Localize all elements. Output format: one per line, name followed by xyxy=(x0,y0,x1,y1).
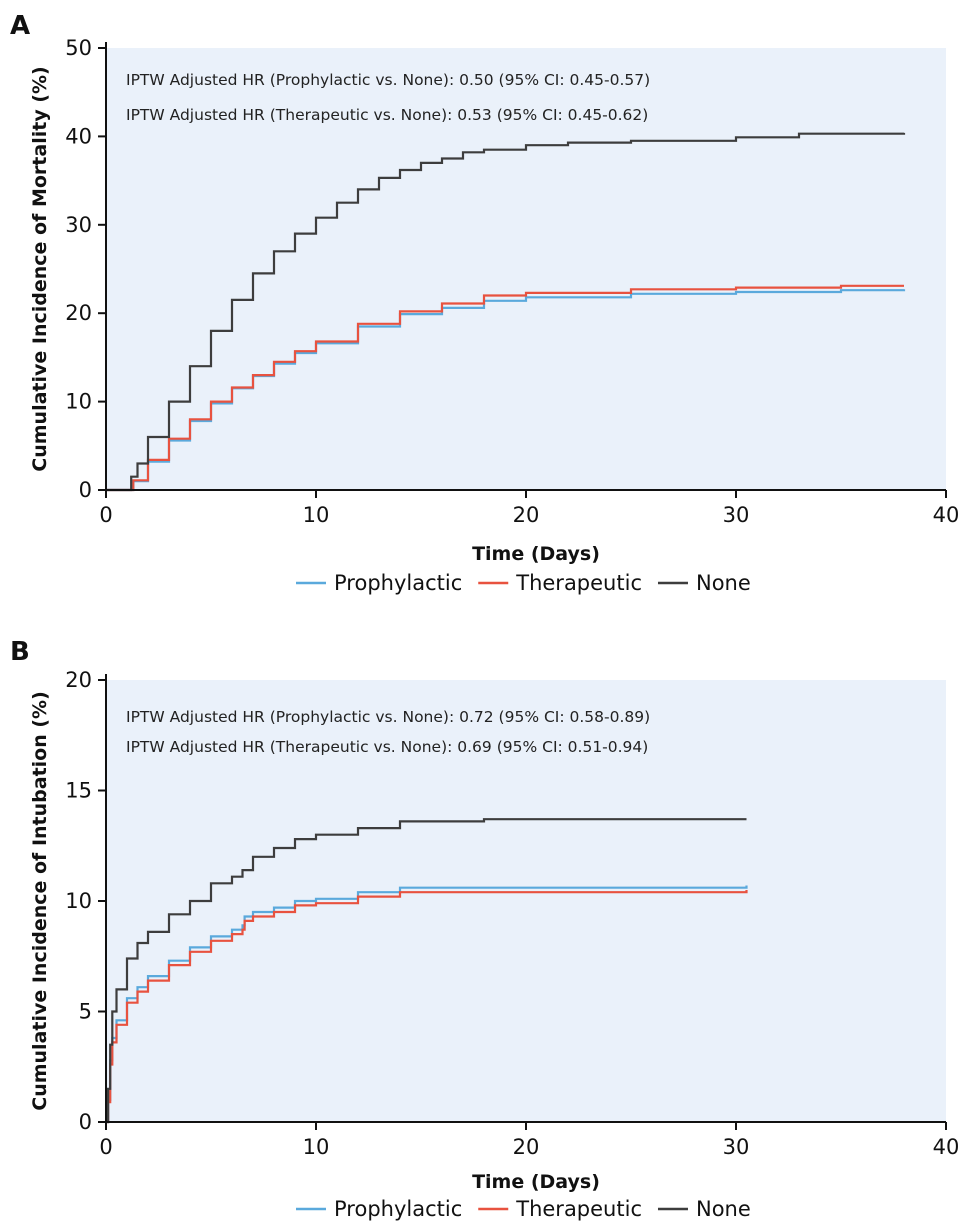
plot-area-b xyxy=(106,680,946,1122)
x-tick-label: 0 xyxy=(99,503,112,527)
hr-annotation-prophylactic-b: IPTW Adjusted HR (Prophylactic vs. None)… xyxy=(126,708,650,726)
series-line-therapeutic-b xyxy=(106,890,748,1124)
panel-a: A 0 10 20 30 40 0 10 20 30 40 50 IPTW Adjusted HR … xyxy=(10,11,958,595)
legend-label-prophylactic: Prophylactic xyxy=(334,571,462,595)
hr-annotation-therapeutic-a: IPTW Adjusted HR (Therapeutic vs. None):… xyxy=(126,106,648,124)
legend-label-therapeutic: Therapeutic xyxy=(515,571,642,595)
legend-label-none: None xyxy=(696,571,751,595)
panel-letter-a: A xyxy=(10,11,30,41)
y-tick-label: 5 xyxy=(79,1000,92,1024)
y-tick-label: 15 xyxy=(65,779,92,803)
y-tick-label: 50 xyxy=(65,36,92,60)
x-tick-label: 20 xyxy=(513,503,540,527)
y-tick-label: 20 xyxy=(65,668,92,692)
hr-annotation-prophylactic-a: IPTW Adjusted HR (Prophylactic vs. None)… xyxy=(126,71,650,89)
x-tick-label: 0 xyxy=(99,1135,112,1159)
x-axis-title-a: Time (Days) xyxy=(472,543,600,565)
x-axis-title-b: Time (Days) xyxy=(472,1171,600,1193)
legend-label-none: None xyxy=(696,1197,751,1221)
x-tick-label: 10 xyxy=(303,503,330,527)
y-tick-label: 0 xyxy=(79,1110,92,1134)
hr-annotation-therapeutic-b: IPTW Adjusted HR (Therapeutic vs. None):… xyxy=(126,738,648,756)
x-tick-label: 40 xyxy=(933,1135,958,1159)
y-axis-title-b: Cumulative Incidence of Intubation (%) xyxy=(29,691,51,1111)
x-tick-label: 40 xyxy=(933,503,958,527)
x-tick-label: 30 xyxy=(723,503,750,527)
y-tick-label: 40 xyxy=(65,124,92,148)
panel-b: B 0 10 20 30 40 0 5 10 15 20 IPTW Adjusted HR (Pr… xyxy=(10,637,958,1221)
x-tick-label: 10 xyxy=(303,1135,330,1159)
x-tick-label: 20 xyxy=(513,1135,540,1159)
y-tick-label: 30 xyxy=(65,213,92,237)
legend-label-therapeutic: Therapeutic xyxy=(515,1197,642,1221)
y-tick-label: 10 xyxy=(65,390,92,414)
legend-b: Prophylactic Therapeutic None xyxy=(296,1197,751,1221)
y-axis-title-a: Cumulative Incidence of Mortality (%) xyxy=(29,66,51,471)
x-tick-label: 30 xyxy=(723,1135,750,1159)
series-line-therapeutic-a xyxy=(106,284,904,492)
legend-a: Prophylactic Therapeutic None xyxy=(296,571,751,595)
plot-area-a xyxy=(106,48,946,490)
legend-label-prophylactic: Prophylactic xyxy=(334,1197,462,1221)
y-tick-label: 10 xyxy=(65,889,92,913)
y-tick-label: 20 xyxy=(65,301,92,325)
series-line-none-a xyxy=(106,132,906,492)
panel-letter-b: B xyxy=(10,637,30,667)
series-line-none-b xyxy=(106,818,747,1124)
y-tick-label: 0 xyxy=(79,478,92,502)
